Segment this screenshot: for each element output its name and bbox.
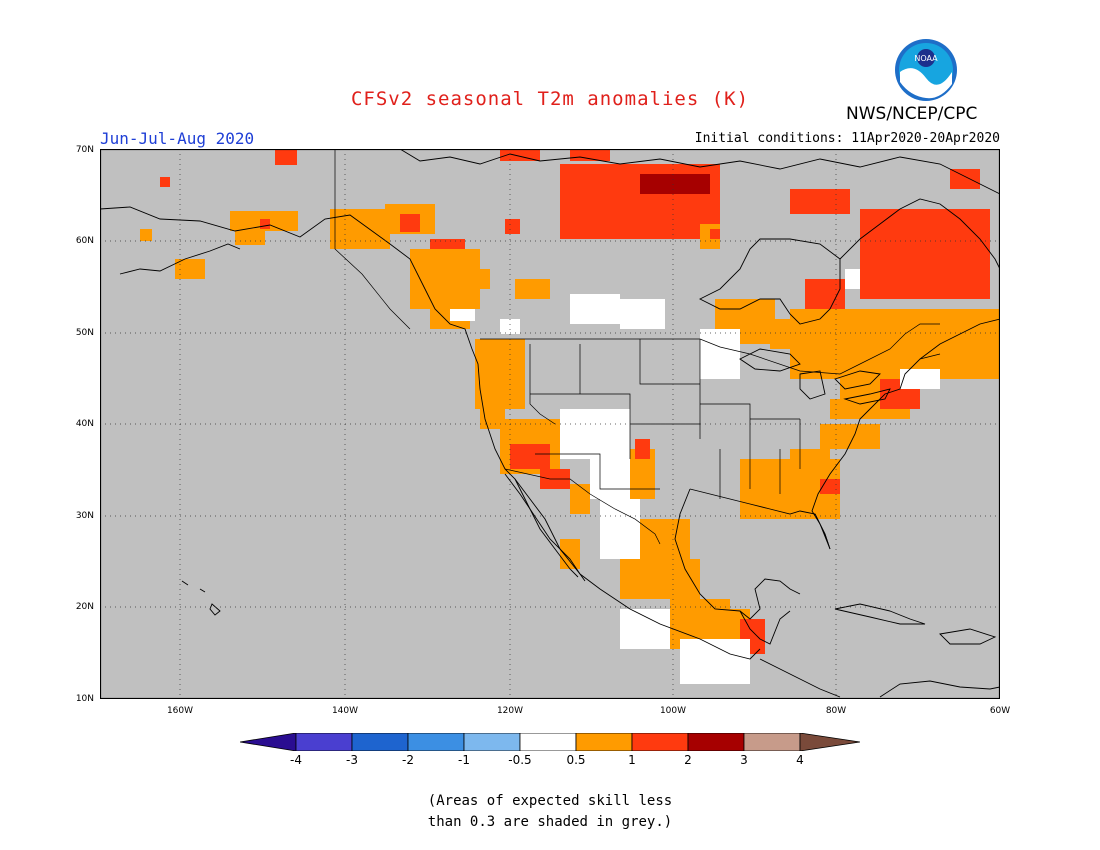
lat-label-50n: 50N bbox=[75, 328, 94, 338]
anomaly-cell bbox=[570, 294, 620, 324]
chart-title: CFSv2 seasonal T2m anomalies (K) bbox=[350, 88, 750, 110]
anomaly-cell bbox=[950, 169, 980, 189]
anomaly-cell bbox=[570, 149, 610, 161]
forecast-period: Jun-Jul-Aug 2020 bbox=[100, 129, 255, 148]
anomaly-cell bbox=[560, 539, 580, 569]
anomaly-cell bbox=[700, 329, 740, 379]
lat-label-40n: 40N bbox=[75, 419, 94, 429]
lat-label-70n: 70N bbox=[75, 145, 94, 155]
lat-label-10n: 10N bbox=[75, 694, 94, 704]
anomaly-cell bbox=[820, 424, 880, 449]
anomaly-cell bbox=[600, 499, 640, 559]
colorbar-label: -0.5 bbox=[508, 753, 532, 767]
colorbar-segment bbox=[575, 732, 633, 752]
anomaly-cell bbox=[500, 149, 540, 161]
anomaly-cells bbox=[140, 149, 1000, 684]
lon-label-60w: 60W bbox=[989, 706, 1011, 716]
lat-label-30n: 30N bbox=[75, 511, 94, 521]
anomaly-cell bbox=[900, 369, 940, 389]
anomaly-cell bbox=[635, 439, 650, 459]
anomaly-cell bbox=[235, 231, 265, 245]
anomaly-cell bbox=[500, 319, 520, 334]
skill-note-line-2: than 0.3 are shaded in grey.) bbox=[427, 814, 673, 830]
anomaly-cell bbox=[570, 484, 590, 514]
colorbar-segment bbox=[687, 732, 745, 752]
colorbar-segment bbox=[407, 732, 465, 752]
colorbar-segment bbox=[351, 732, 409, 752]
anomaly-cell bbox=[845, 269, 860, 289]
anomaly-cell bbox=[560, 409, 630, 459]
lon-label-120w: 120W bbox=[496, 706, 524, 716]
colorbar-label: -3 bbox=[346, 753, 358, 767]
anomaly-cell bbox=[505, 219, 520, 234]
anomaly-cell bbox=[475, 339, 525, 409]
anomaly-cell bbox=[510, 444, 550, 469]
anomaly-cell bbox=[620, 609, 670, 649]
colorbar-label: 0.5 bbox=[566, 753, 586, 767]
colorbar-segment bbox=[519, 732, 577, 752]
anomaly-cell bbox=[175, 259, 205, 279]
lon-label-80w: 80W bbox=[825, 706, 847, 716]
anomaly-cell bbox=[680, 639, 750, 684]
anomaly-cell bbox=[450, 309, 475, 321]
agency-label: NWS/NCEP/CPC bbox=[846, 104, 978, 124]
anomaly-cell bbox=[140, 229, 152, 241]
skill-note-line-1: (Areas of expected skill less bbox=[427, 793, 673, 809]
anomaly-cell bbox=[790, 189, 850, 214]
colorbar-segment bbox=[799, 732, 861, 752]
colorbar-label: 1 bbox=[628, 753, 636, 767]
colorbar-segment bbox=[295, 732, 353, 752]
colorbar bbox=[239, 732, 861, 752]
lon-label-160w: 160W bbox=[166, 706, 194, 716]
anomaly-cell bbox=[470, 269, 490, 289]
skill-note: (Areas of expected skill less than 0.3 a… bbox=[0, 791, 1100, 833]
colorbar-segment bbox=[743, 732, 801, 752]
lat-label-20n: 20N bbox=[75, 602, 94, 612]
anomaly-cell bbox=[640, 174, 710, 194]
anomaly-cell bbox=[160, 177, 170, 187]
colorbar-segment bbox=[463, 732, 521, 752]
anomaly-cell bbox=[400, 214, 420, 232]
anomaly-cell bbox=[620, 299, 665, 329]
anomaly-cell bbox=[515, 279, 550, 299]
anomaly-cell bbox=[830, 399, 850, 419]
anomaly-cell bbox=[260, 219, 270, 229]
initial-conditions: Initial conditions: 11Apr2020-20Apr2020 bbox=[694, 131, 1000, 146]
logo-text: NOAA bbox=[914, 54, 938, 63]
map-frame bbox=[99, 148, 1001, 700]
colorbar-label: 3 bbox=[740, 753, 748, 767]
political-borders bbox=[334, 149, 940, 545]
lat-label-60n: 60N bbox=[75, 236, 94, 246]
noaa-logo-icon: NOAA bbox=[894, 38, 958, 102]
anomaly-cell bbox=[330, 209, 390, 249]
colorbar-label: -4 bbox=[290, 753, 302, 767]
coastlines bbox=[99, 148, 1001, 698]
anomaly-cell bbox=[710, 229, 720, 239]
anomaly-cell bbox=[590, 459, 630, 499]
lon-label-140w: 140W bbox=[331, 706, 359, 716]
anomaly-cell bbox=[275, 149, 297, 165]
lat-lon-grid bbox=[100, 149, 1000, 699]
anomaly-cell bbox=[660, 559, 700, 599]
anomaly-map bbox=[99, 148, 1001, 700]
lon-label-100w: 100W bbox=[659, 706, 687, 716]
colorbar-segment bbox=[239, 732, 297, 752]
colorbar-label: 4 bbox=[796, 753, 804, 767]
colorbar-label: -1 bbox=[458, 753, 470, 767]
anomaly-cell bbox=[790, 449, 830, 469]
anomaly-cell bbox=[860, 209, 990, 299]
colorbar-label: 2 bbox=[684, 753, 692, 767]
colorbar-label: -2 bbox=[402, 753, 414, 767]
colorbar-segment bbox=[631, 732, 689, 752]
